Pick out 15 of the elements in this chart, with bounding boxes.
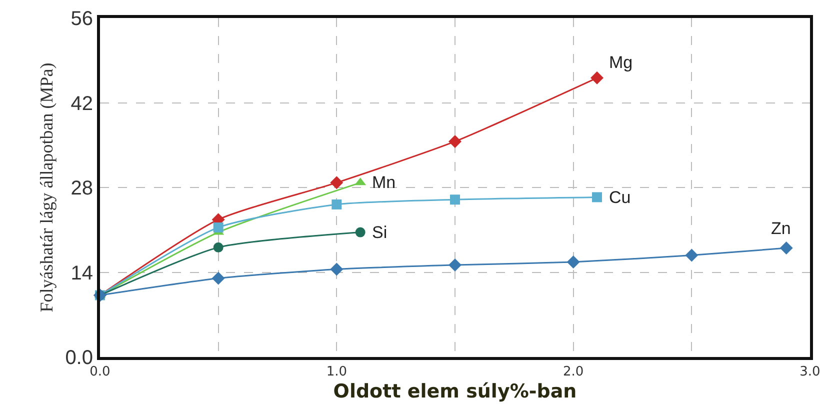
series-label: Mg	[609, 53, 633, 72]
y-tick-label: 14	[70, 262, 93, 284]
y-tick-label: 42	[70, 92, 93, 115]
y-tick-label: 28	[70, 178, 93, 200]
y-tick-label: 56	[70, 8, 93, 30]
x-tick-label: 2.0	[562, 364, 584, 380]
y-axis-title: Folyáshatár lágy állapotban (MPa)	[36, 62, 56, 312]
series-label: Cu	[609, 188, 631, 207]
x-axis-title: Oldott elem súly%-ban	[333, 380, 577, 402]
x-tick-label: 1.0	[326, 364, 348, 380]
x-tick-label: 3.0	[800, 364, 820, 380]
x-tick-label: 0.0	[90, 364, 110, 380]
series-label: Mn	[372, 173, 396, 192]
series-label: Si	[372, 223, 388, 242]
series-label: Zn	[771, 219, 791, 238]
